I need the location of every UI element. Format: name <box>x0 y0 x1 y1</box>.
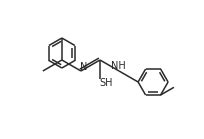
Text: NH: NH <box>111 61 125 71</box>
Text: N: N <box>80 62 88 72</box>
Text: SH: SH <box>99 78 113 88</box>
